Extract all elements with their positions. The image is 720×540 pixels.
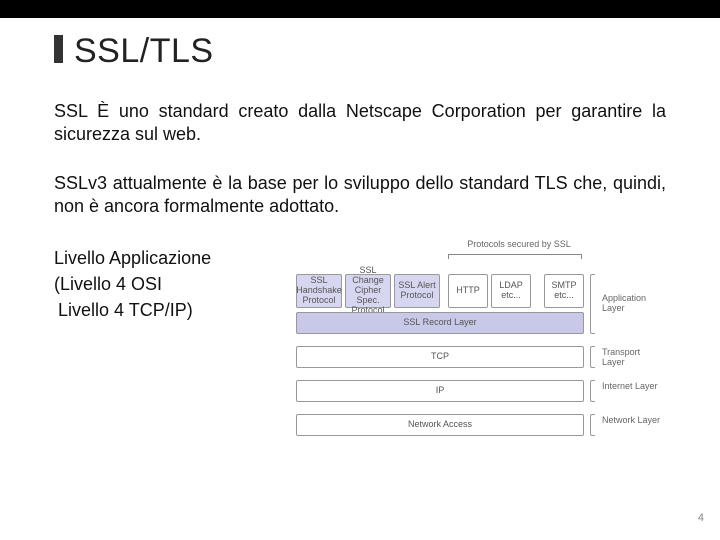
label-application-layer: Application Layer <box>602 294 662 314</box>
ip-box: IP <box>296 380 584 402</box>
protocols-secured-label: Protocols secured by SSL <box>464 240 574 250</box>
protocols-brace <box>448 254 582 259</box>
bracket-transport <box>590 346 595 368</box>
label-transport-layer: Transport Layer <box>602 348 662 368</box>
bracket-internet <box>590 380 595 402</box>
ssl-alert-box: SSL Alert Protocol <box>394 274 440 308</box>
network-access-box: Network Access <box>296 414 584 436</box>
ssl-layer-diagram: Protocols secured by SSL SSL Handshake P… <box>290 248 668 458</box>
ssl-handshake-box: SSL Handshake Protocol <box>296 274 342 308</box>
level-tcpip-text: Livello 4 TCP/IP) <box>58 300 193 321</box>
page-number: 4 <box>698 512 704 524</box>
ssl-record-layer-box: SSL Record Layer <box>296 312 584 334</box>
paragraph-2: SSLv3 attualmente è la base per lo svilu… <box>54 172 666 219</box>
top-black-bar <box>0 0 720 18</box>
http-box: HTTP <box>448 274 488 308</box>
label-network-layer: Network Layer <box>602 416 662 426</box>
level-application-text: Livello Applicazione <box>54 248 211 269</box>
ssl-change-cipher-box: SSL Change Cipher Spec. Protocol <box>345 274 391 308</box>
bracket-network <box>590 414 595 436</box>
slide-title: SSL/TLS <box>74 32 214 71</box>
smtp-box: SMTP etc... <box>544 274 584 308</box>
ldap-box: LDAP etc... <box>491 274 531 308</box>
bracket-application <box>590 274 595 334</box>
tcp-box: TCP <box>296 346 584 368</box>
level-osi-text: (Livello 4 OSI <box>54 274 162 295</box>
label-internet-layer: Internet Layer <box>602 382 662 392</box>
title-bullet-mark <box>54 35 63 63</box>
paragraph-1: SSL È uno standard creato dalla Netscape… <box>54 100 666 147</box>
